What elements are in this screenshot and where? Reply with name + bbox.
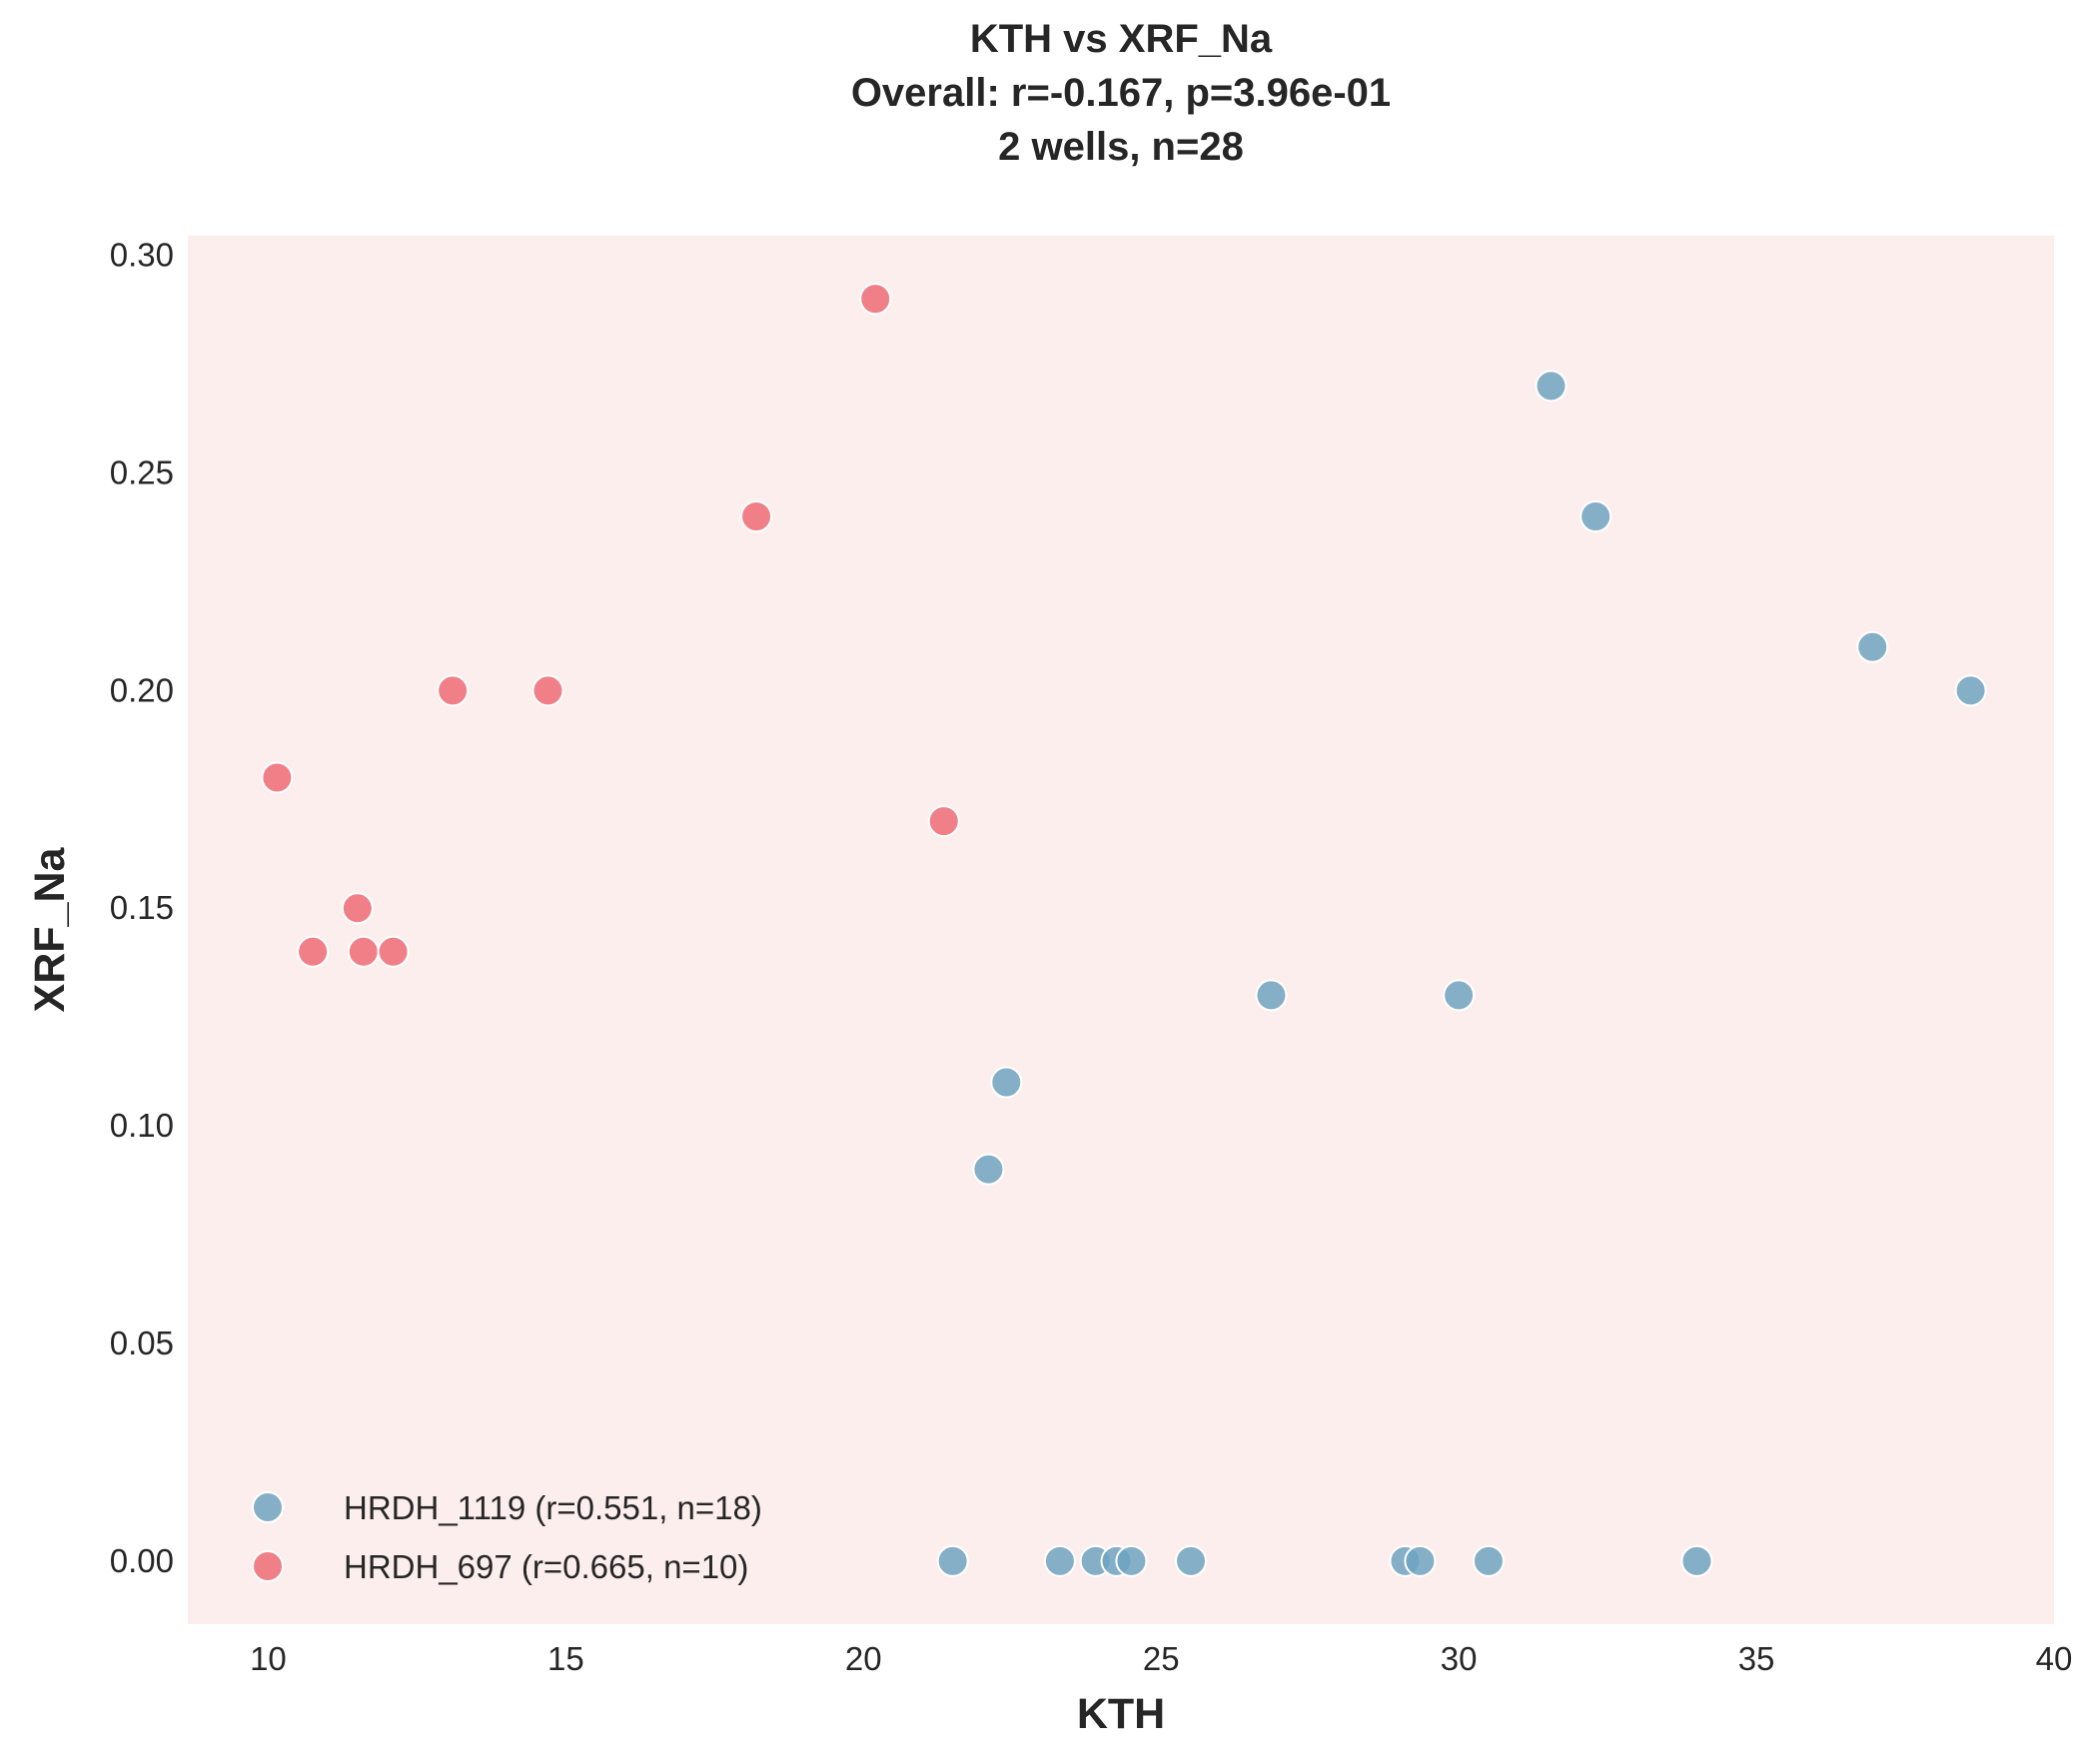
series-1-point [990,1066,1023,1099]
chart-title: KTH vs XRF_Na Overall: r=-0.167, p=3.96e-… [851,17,1391,169]
x-tick-label: 10 [250,1640,287,1677]
series-1-point [1680,1544,1713,1577]
series-2-point [341,892,374,925]
series-1-point [1535,370,1568,403]
series-2-point [859,283,892,316]
y-axis-label: XRF_Na [26,846,74,1012]
legend-label: HRDH_1119 (r=0.551, n=18) [344,1489,762,1526]
x-tick-label: 25 [1143,1640,1180,1677]
y-tick-label: 0.00 [110,1542,174,1579]
y-tick-label: 0.25 [110,453,174,490]
y-tick-label: 0.05 [110,1324,174,1361]
series-1-point [1115,1544,1148,1577]
y-tick-label: 0.20 [110,671,174,708]
series-2-point [347,935,380,968]
series-1-point [1404,1544,1437,1577]
title-line-1: KTH vs XRF_Na [970,17,1273,61]
x-tick-label: 15 [547,1640,584,1677]
title-line-2: Overall: r=-0.167, p=3.96e-01 [851,71,1391,115]
series-2-point [927,805,960,838]
x-axis-label: KTH [1077,1690,1165,1738]
plot-area [188,236,2054,1624]
series-1-point [1255,979,1288,1012]
data-points [261,283,1987,1577]
legend-label: HRDH_697 (r=0.665, n=10) [344,1548,748,1585]
title-line-3: 2 wells, n=28 [998,125,1244,169]
series-2-point [531,674,564,707]
x-tick-label: 35 [1738,1640,1775,1677]
series-1-point [1954,674,1987,707]
y-tick-label: 0.15 [110,889,174,926]
legend-marker [252,1491,284,1523]
series-2-point [297,935,330,968]
x-axis-ticks: 10 15 20 25 30 35 40 [250,1640,2072,1677]
series-2-point [437,674,470,707]
series-1-point [1443,979,1476,1012]
series-2-point [740,500,773,533]
series-1-point [1579,500,1612,533]
series-1-point [1856,630,1889,663]
y-axis-ticks: 0.00 0.05 0.10 0.15 0.20 0.25 0.30 [110,237,174,1579]
series-1-point [936,1544,969,1577]
legend-marker [252,1550,284,1582]
y-tick-label: 0.30 [110,237,174,274]
x-tick-label: 20 [845,1640,882,1677]
series-1-point [1175,1544,1208,1577]
legend-item-2: HRDH_697 (r=0.665, n=10) [252,1548,748,1585]
series-2-point [261,761,294,794]
legend: HRDH_1119 (r=0.551, n=18) HRDH_697 (r=0.6… [252,1489,762,1585]
x-tick-label: 40 [2036,1640,2073,1677]
y-tick-label: 0.10 [110,1107,174,1144]
legend-item-1: HRDH_1119 (r=0.551, n=18) [252,1489,762,1526]
series-1-point [1043,1544,1076,1577]
x-tick-label: 30 [1441,1640,1478,1677]
series-2-point [377,935,410,968]
series-1-point [1472,1544,1505,1577]
series-1-point [972,1153,1005,1186]
